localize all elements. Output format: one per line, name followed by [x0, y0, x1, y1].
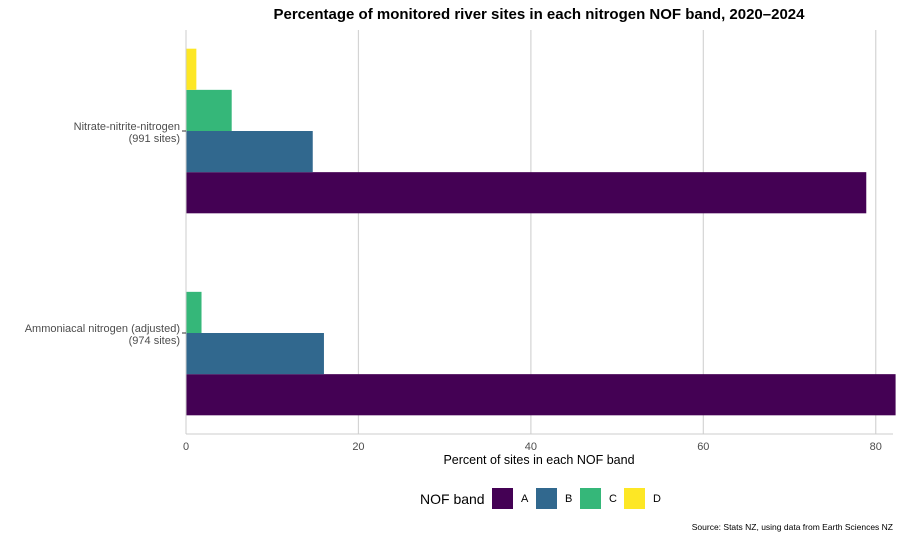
- legend-key-b: [536, 488, 557, 509]
- chart-title: Percentage of monitored river sites in e…: [273, 6, 805, 23]
- legend-label-a: A: [521, 493, 529, 505]
- y-tick-label-1-count: (991 sites): [129, 133, 180, 145]
- x-tick-label-20: 20: [352, 441, 364, 453]
- x-tick-labels: 0 20 40 60 80: [183, 441, 882, 453]
- bar-1-a: [186, 172, 867, 214]
- bars: [186, 48, 896, 416]
- legend-label-d: D: [653, 493, 661, 505]
- gridlines: [357, 30, 877, 434]
- bar-2-c: [186, 291, 202, 333]
- source-note: Source: Stats NZ, using data from Earth …: [692, 522, 893, 532]
- bar-2-a: [186, 374, 896, 416]
- x-axis-title: Percent of sites in each NOF band: [443, 453, 634, 467]
- y-tick-label-1-name: Nitrate-nitrite-nitrogen: [74, 121, 180, 133]
- legend: NOF band A B C D: [420, 488, 661, 509]
- legend-key-c: [580, 488, 601, 509]
- y-tick-labels: Nitrate-nitrite-nitrogen(991 sites) Ammon…: [25, 121, 186, 347]
- y-tick-label-2-name: Ammoniacal nitrogen (adjusted): [25, 323, 180, 335]
- x-tick-label-0: 0: [183, 441, 189, 453]
- legend-title: NOF band: [420, 491, 485, 507]
- bar-1-b: [186, 131, 313, 173]
- bar-1-d: [186, 48, 197, 90]
- legend-label-b: B: [565, 493, 572, 505]
- y-tick-label-2-count: (974 sites): [129, 335, 180, 347]
- x-tick-label-80: 80: [870, 441, 882, 453]
- legend-key-d: [624, 488, 645, 509]
- legend-label-c: C: [609, 493, 617, 505]
- legend-key-a: [492, 488, 513, 509]
- bar-2-b: [186, 333, 324, 375]
- x-tick-label-60: 60: [697, 441, 709, 453]
- x-tick-label-40: 40: [525, 441, 537, 453]
- bar-1-c: [186, 89, 232, 131]
